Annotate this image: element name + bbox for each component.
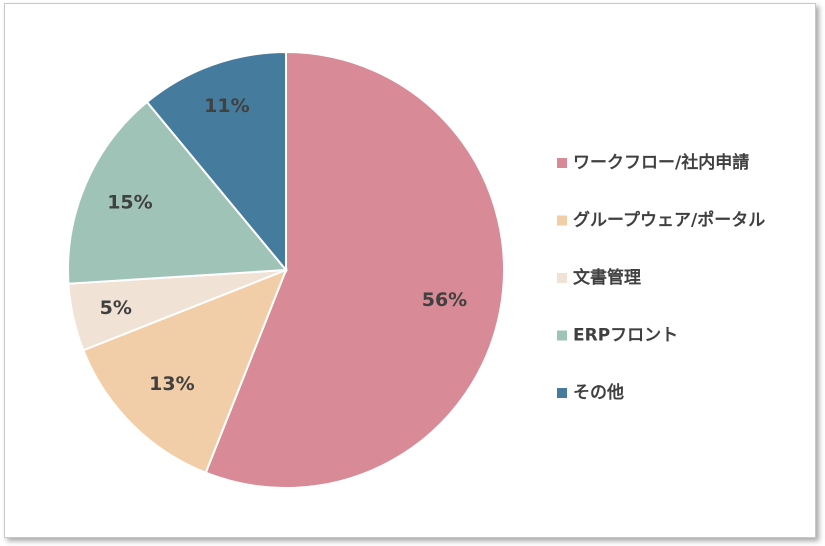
data-label-1: 56% xyxy=(422,289,467,311)
data-label-2: 13% xyxy=(149,373,194,395)
legend-swatch-1 xyxy=(557,158,567,168)
pie-slice-5 xyxy=(145,50,287,273)
legend-swatch-2 xyxy=(557,215,567,226)
pie-slices xyxy=(67,50,505,489)
legend-swatch-5 xyxy=(557,388,567,398)
data-label-3: 5% xyxy=(100,297,132,319)
legend-label-5: その他 xyxy=(573,382,624,403)
legend-swatch-3 xyxy=(557,273,567,283)
legend-swatch-4 xyxy=(557,330,567,341)
data-label-5: 11% xyxy=(204,95,249,117)
pie-data-labels: 56% 13% 5% 15% 11% xyxy=(100,95,468,395)
pie-slice-4 xyxy=(67,100,289,285)
legend-label-1: ワークフロー/社内申請 xyxy=(573,152,749,173)
legend-label-3: 文書管理 xyxy=(573,267,641,288)
legend-label-4: ERPフロント xyxy=(573,326,678,346)
data-label-4: 15% xyxy=(107,191,152,213)
legend-label-2: グループウェア/ポータル xyxy=(573,210,765,231)
pie-slice-1 xyxy=(204,50,505,489)
pie-slice-2 xyxy=(82,268,288,474)
